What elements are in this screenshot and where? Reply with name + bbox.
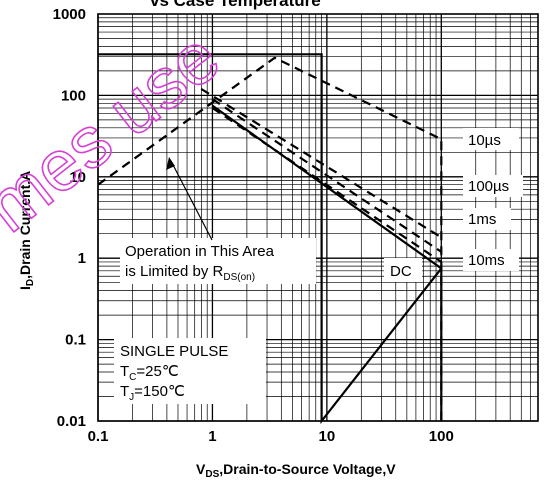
- y-tick-label: 10: [69, 169, 86, 186]
- label-10ms: 10ms: [468, 252, 505, 269]
- y-tick-label: 0.1: [65, 332, 86, 349]
- grid: [97, 14, 539, 422]
- operation-line1: Operation in This Area: [125, 243, 275, 260]
- operation-box: [120, 238, 316, 284]
- single-pulse-label: SINGLE PULSE: [120, 343, 228, 360]
- y-tick-label: 1000: [53, 6, 86, 23]
- x-tick-label: 10: [319, 428, 336, 445]
- chart-title: vs Case Temperature: [150, 0, 321, 10]
- x-tick-label: 1: [208, 428, 216, 445]
- label-box-dc: [384, 258, 422, 282]
- label-100us: 100µs: [468, 178, 509, 195]
- y-tick-label: 100: [61, 87, 86, 104]
- series-1ms: [211, 98, 442, 253]
- label-10us: 10µs: [468, 132, 501, 149]
- label-box-10us: [463, 128, 519, 150]
- label-dc: DC: [390, 263, 412, 280]
- series-layer: [97, 53, 443, 425]
- label-1ms: 1ms: [468, 211, 496, 228]
- operation-line2: is Limited by RDS(on): [125, 263, 255, 283]
- tj-label: TJ=150℃: [120, 383, 185, 403]
- label-box-1ms: [463, 208, 511, 230]
- operation-arrowhead: [166, 157, 175, 170]
- x-axis-label: VDS,Drain-to-Source Voltage,V: [196, 461, 396, 480]
- series-dc: [98, 53, 443, 425]
- series-dc-slope: [211, 104, 442, 270]
- single-pulse-box: [114, 338, 266, 404]
- x-tick-label: 100: [429, 428, 454, 445]
- x-tick-label: 0.1: [88, 428, 109, 445]
- y-tick-label: 0.01: [57, 413, 86, 430]
- tc-label: TC=25℃: [120, 363, 179, 383]
- label-box-10ms: [463, 249, 519, 271]
- watermark: mes use: [0, 17, 234, 248]
- operation-arrow: [170, 160, 213, 241]
- plot-frame: [97, 13, 539, 422]
- y-tick-label: 1: [78, 250, 86, 267]
- label-box-100us: [463, 175, 523, 197]
- y-axis-label: ID,Drain Current,A: [17, 171, 36, 290]
